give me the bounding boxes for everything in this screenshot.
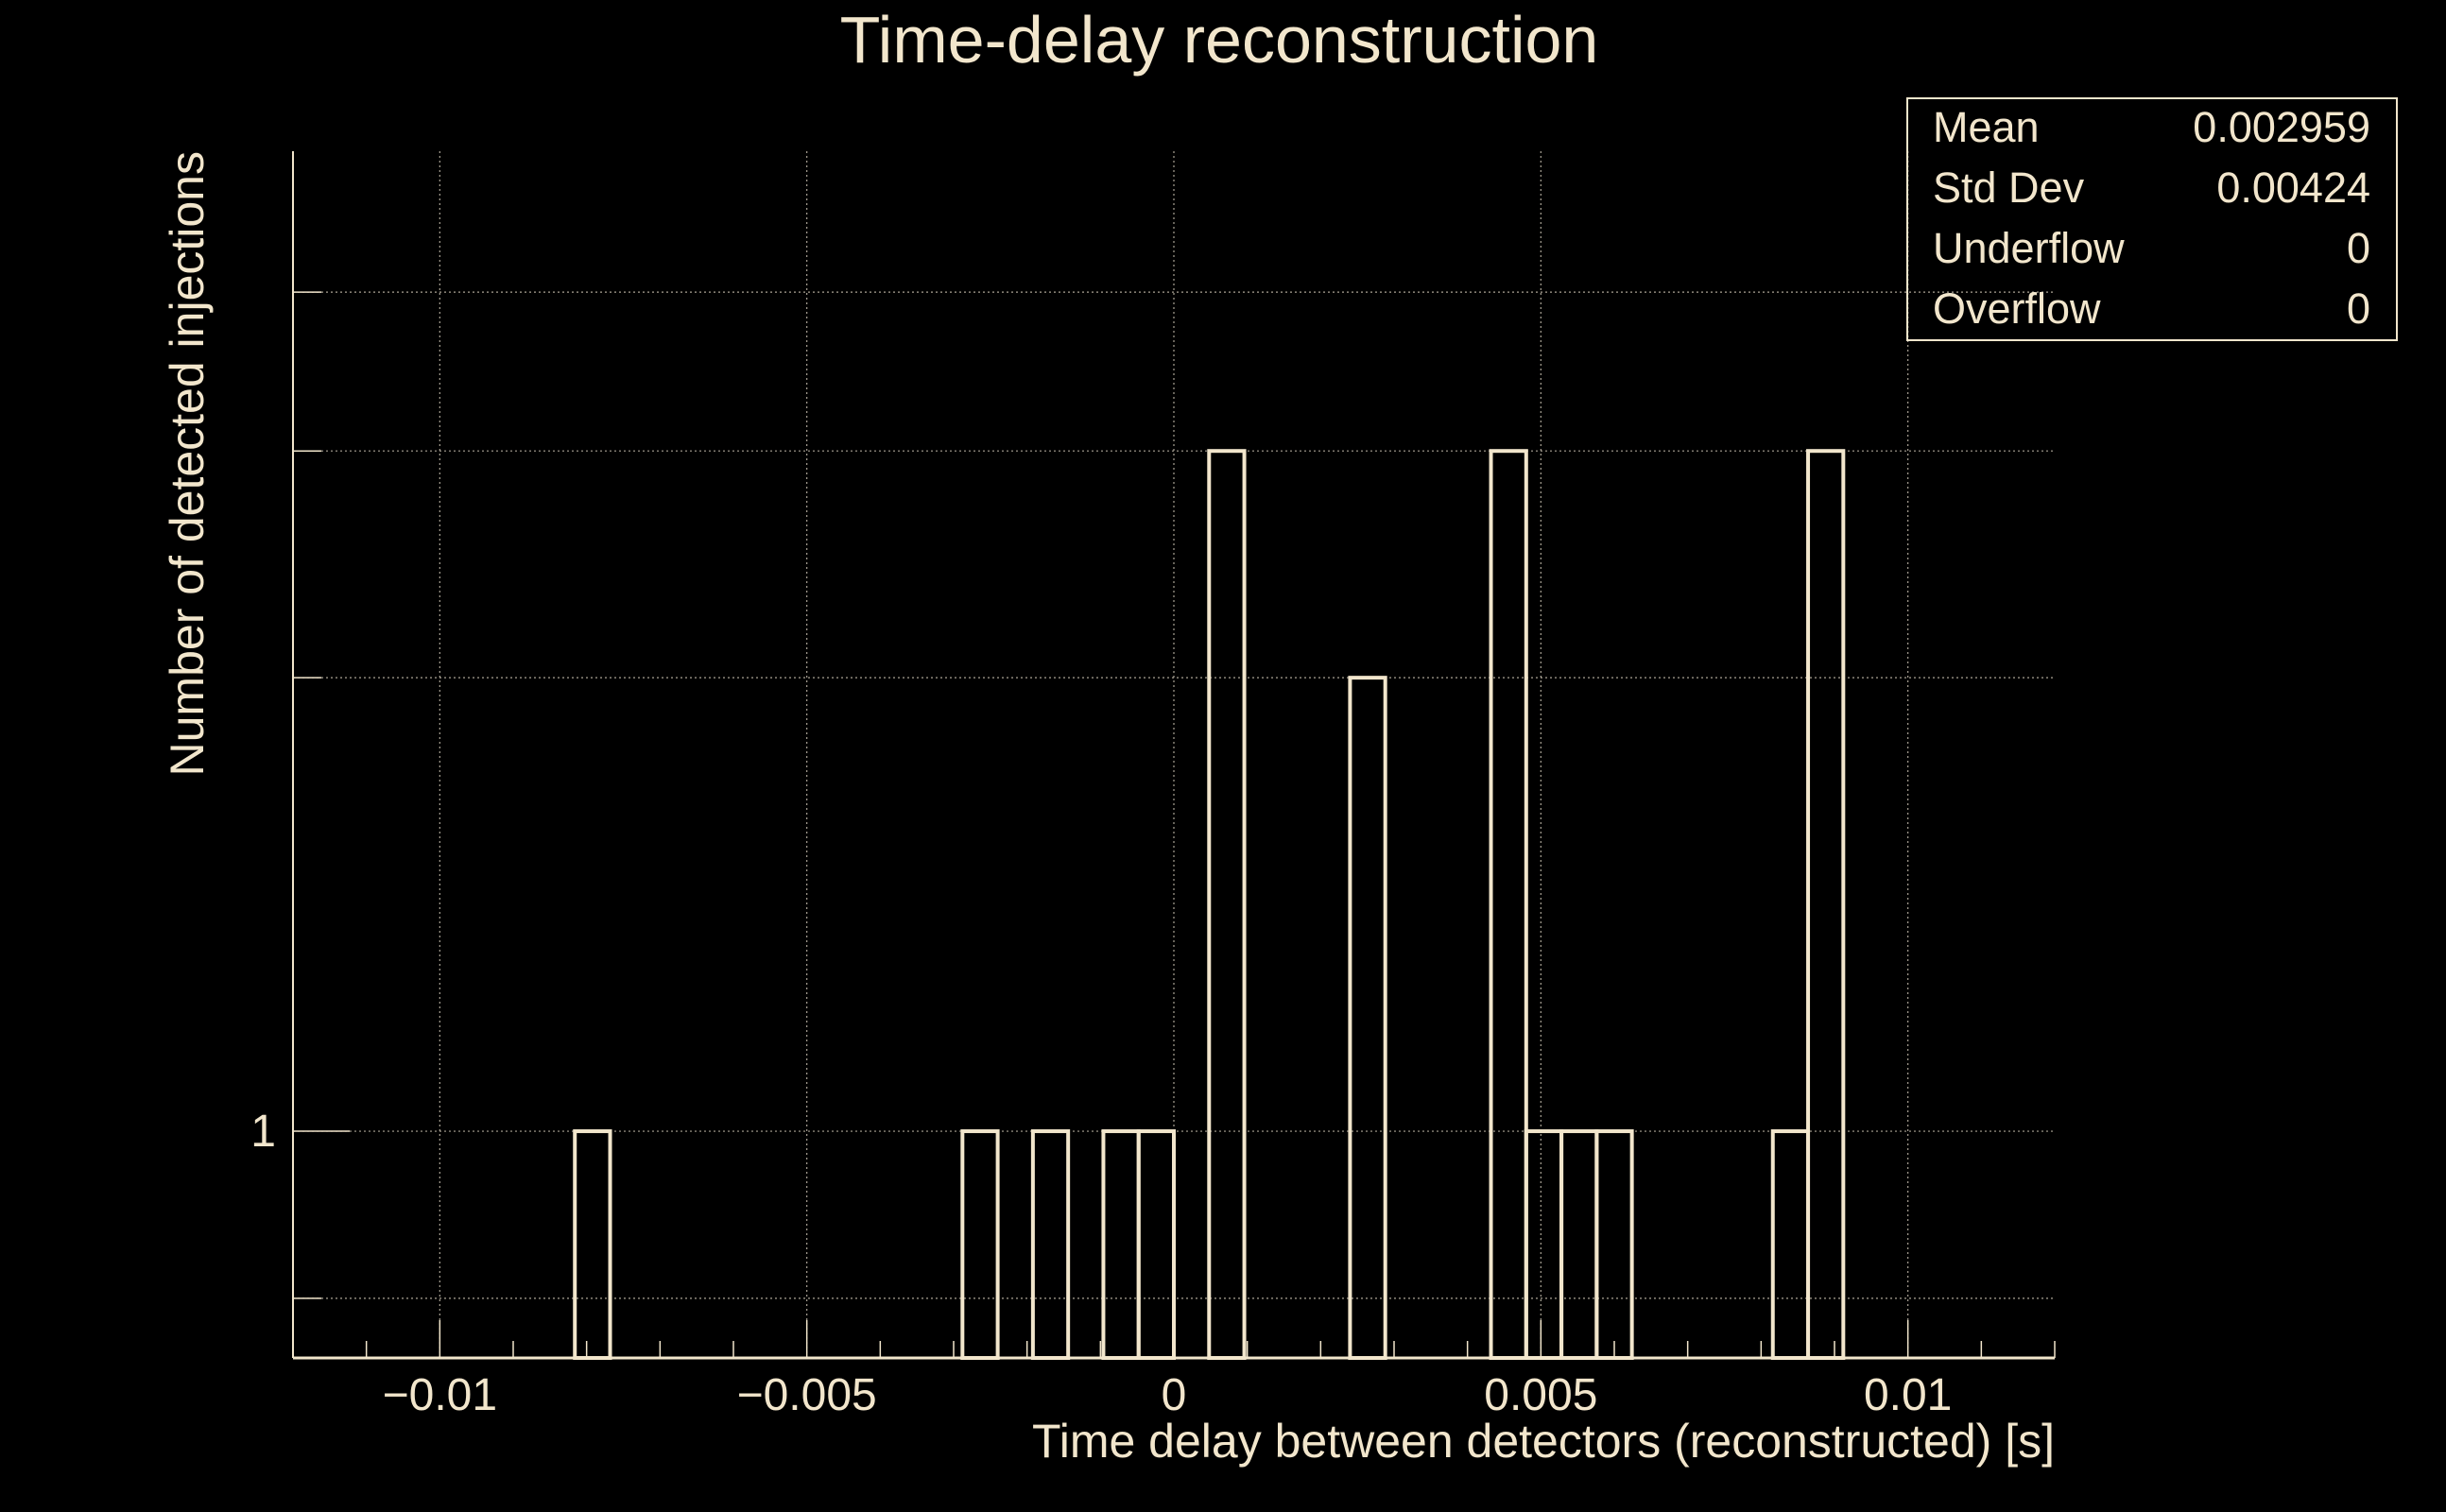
stat-value-overflow: 0 [2347, 284, 2370, 333]
y-tick-labels: 1 [250, 1107, 276, 1157]
stat-value-std-dev: 0.00424 [2216, 163, 2370, 212]
x-tick-label-4: 0.01 [1864, 1370, 1952, 1420]
stat-label-mean: Mean [1933, 103, 2040, 151]
stat-label-overflow: Overflow [1933, 284, 2101, 333]
axes [292, 151, 2055, 1360]
y-tick-label-0: 1 [250, 1107, 276, 1157]
stats-box-border [1906, 97, 2398, 341]
x-tick-labels: −0.01 −0.005 0 0.005 0.01 [383, 1370, 1953, 1420]
stat-value-mean: 0.002959 [2193, 103, 2370, 151]
stats-box: Mean 0.002959 Std Dev 0.00424 Underflow … [1906, 97, 2398, 341]
stat-label-std-dev: Std Dev [1933, 163, 2085, 212]
x-tick-label-2: 0 [1162, 1370, 1187, 1420]
x-tick-label-1: −0.005 [737, 1370, 877, 1420]
x-tick-label-3: 0.005 [1484, 1370, 1597, 1420]
axis-ticks [292, 291, 2056, 1358]
stat-value-underflow: 0 [2347, 224, 2370, 272]
chart-title: Time-delay reconstruction [840, 3, 1599, 77]
stat-label-underflow: Underflow [1933, 224, 2125, 272]
x-tick-label-0: −0.01 [383, 1370, 497, 1420]
x-axis-label: Time delay between detectors (reconstruc… [1032, 1415, 2055, 1468]
y-axis-label: Number of detected injections [161, 151, 214, 776]
